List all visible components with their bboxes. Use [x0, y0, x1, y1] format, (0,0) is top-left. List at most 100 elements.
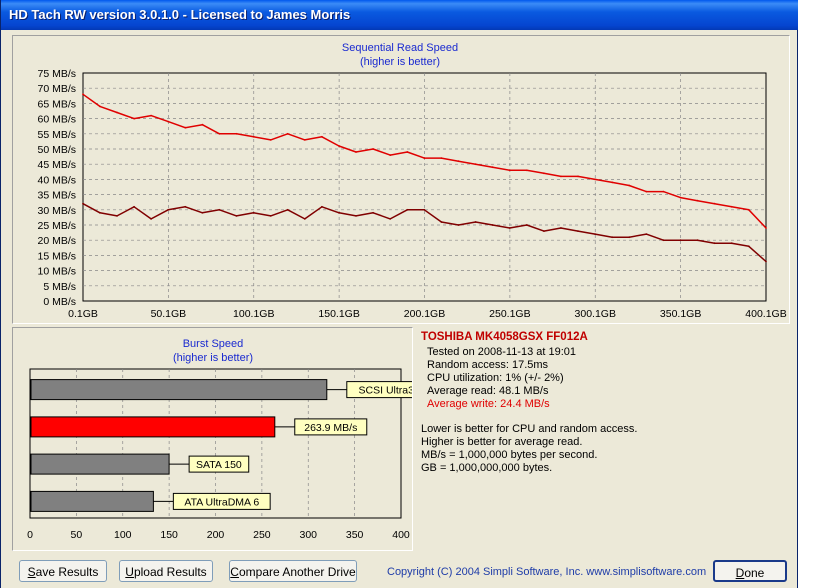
seq-data-point — [713, 242, 716, 245]
seq-data-point — [252, 135, 255, 138]
seq-y-tick-label: 15 MB/s — [37, 250, 76, 262]
seq-data-point — [218, 132, 221, 135]
burst-x-tick-label: 50 — [71, 529, 83, 541]
seq-data-point — [594, 233, 596, 236]
seq-data-point — [423, 157, 426, 159]
seq-data-point — [201, 123, 204, 126]
seq-y-tick-label: 30 MB/s — [37, 205, 76, 217]
seq-data-point — [201, 211, 204, 214]
burst-x-tick-label: 200 — [207, 529, 225, 541]
burst-x-tick-label: 250 — [253, 529, 271, 541]
seq-data-point — [747, 245, 750, 248]
drive-name: TOSHIBA MK4058GSX FF012A — [421, 331, 588, 343]
seq-y-ticks: 75 MB/s 70 MB/s 65 MB/s 60 MB/s 55 MB/s 50 MB… — [37, 68, 76, 308]
burst-speed-chart: Burst Speed (higher is better) SCSI Ultr… — [27, 338, 412, 541]
info-panel: TOSHIBA MK4058GSX FF012A Tested on 2008-… — [419, 328, 793, 550]
done-button[interactable]: Done — [713, 560, 787, 582]
burst-bar — [30, 490, 154, 512]
seq-data-point — [747, 208, 750, 211]
seq-data-point — [355, 151, 357, 153]
seq-y-tick-label: 25 MB/s — [37, 220, 76, 232]
seq-data-point — [560, 227, 562, 229]
copyright-text: Copyright (C) 2004 Simpli Software, Inc.… — [387, 566, 707, 578]
seq-y-tick-label: 55 MB/s — [37, 129, 76, 141]
seq-data-point — [765, 260, 767, 263]
seq-data-point — [679, 239, 682, 242]
burst-label-box — [188, 455, 250, 473]
cpu-utilization: CPU utilization: 1% (+/- 2%) — [427, 372, 564, 384]
seq-data-point — [116, 215, 118, 217]
seq-data-point — [82, 202, 84, 205]
burst-bar-label: SCSI Ultra320 — [359, 385, 412, 397]
seq-x-tick-label: 400.1GB — [745, 308, 786, 320]
burst-x-tick-label: 0 — [27, 529, 33, 541]
seq-data-point — [99, 211, 101, 214]
seq-data-point — [713, 202, 716, 205]
tested-date: Tested on 2008-11-13 at 19:01 — [427, 346, 577, 358]
seq-data-point — [389, 154, 392, 156]
seq-x-tick-label: 50.1GB — [151, 308, 187, 320]
seq-data-point — [218, 208, 221, 211]
burst-bar — [30, 416, 276, 438]
seq-data-point — [286, 132, 289, 135]
seq-y-tick-label: 75 MB/s — [37, 68, 76, 80]
seq-data-point — [372, 211, 374, 214]
compare-drive-button[interactable]: Compare Another Drive — [229, 560, 357, 582]
seq-data-point — [765, 227, 767, 229]
random-access: Random access: 17.5ms — [427, 359, 549, 371]
seq-data-point — [543, 230, 545, 233]
burst-bar — [30, 379, 328, 401]
seq-data-point — [303, 218, 306, 220]
seq-y-tick-label: 0 MB/s — [43, 296, 76, 308]
seq-data-point — [560, 175, 562, 178]
seq-y-tick-label: 35 MB/s — [37, 190, 76, 202]
seq-data-point — [645, 233, 648, 236]
seq-x-tick-label: 200.1GB — [404, 308, 445, 320]
seq-data-point — [150, 114, 153, 117]
burst-bar-label: ATA UltraDMA 6 — [184, 496, 259, 508]
seq-data-point — [730, 205, 733, 208]
average-write: Average write: 24.4 MB/s — [427, 398, 550, 410]
burst-x-tick-label: 100 — [114, 529, 132, 541]
seq-data-point — [474, 221, 477, 223]
seq-data-point — [577, 175, 579, 178]
seq-data-point — [491, 166, 494, 169]
seq-data-point — [611, 181, 614, 184]
burst-x-tick-label: 400 — [392, 529, 410, 541]
seq-data-point — [491, 224, 494, 226]
seq-data-point — [730, 242, 733, 245]
seq-data-point — [662, 239, 665, 242]
seq-data-point — [269, 139, 272, 141]
seq-data-point — [440, 221, 443, 223]
app-window: HD Tach RW version 3.0.1.0 - Licensed to… — [0, 0, 798, 588]
save-results-button[interactable]: Save Results — [19, 560, 107, 582]
seq-data-point — [235, 215, 238, 217]
seq-data-point — [611, 236, 614, 239]
burst-chart-subtitle: (higher is better) — [173, 352, 253, 364]
seq-data-point — [577, 230, 579, 233]
title-bar[interactable]: HD Tach RW version 3.0.1.0 - Licensed to… — [1, 0, 798, 30]
seq-y-tick-label: 70 MB/s — [37, 83, 76, 95]
seq-data-point — [679, 196, 682, 199]
seq-data-point — [457, 224, 460, 226]
seq-data-point — [269, 215, 272, 217]
seq-y-tick-label: 60 MB/s — [37, 114, 76, 126]
burst-bar-label: SATA 150 — [196, 459, 242, 471]
seq-x-tick-label: 350.1GB — [660, 308, 701, 320]
note-mbs: MB/s = 1,000,000 bytes per second. — [421, 449, 598, 461]
upload-results-button[interactable]: Upload Results — [119, 560, 213, 582]
seq-y-tick-label: 5 MB/s — [43, 281, 76, 293]
seq-grid — [82, 72, 767, 302]
seq-data-point — [184, 126, 187, 129]
seq-data-point — [543, 172, 545, 175]
seq-data-point — [321, 205, 323, 208]
seq-data-point — [99, 105, 101, 108]
seq-y-tick-label: 20 MB/s — [37, 235, 76, 247]
seq-data-point — [338, 211, 340, 214]
seq-chart-subtitle: (higher is better) — [360, 56, 440, 68]
seq-data-point — [167, 208, 170, 211]
window-title: HD Tach RW version 3.0.1.0 - Licensed to… — [9, 7, 351, 22]
seq-chart-title: Sequential Read Speed — [342, 42, 458, 54]
seq-x-ticks: 0.1GB 50.1GB 100.1GB 150.1GB 200.1GB 250.1GB 3… — [68, 308, 787, 320]
seq-data-point — [628, 184, 631, 187]
